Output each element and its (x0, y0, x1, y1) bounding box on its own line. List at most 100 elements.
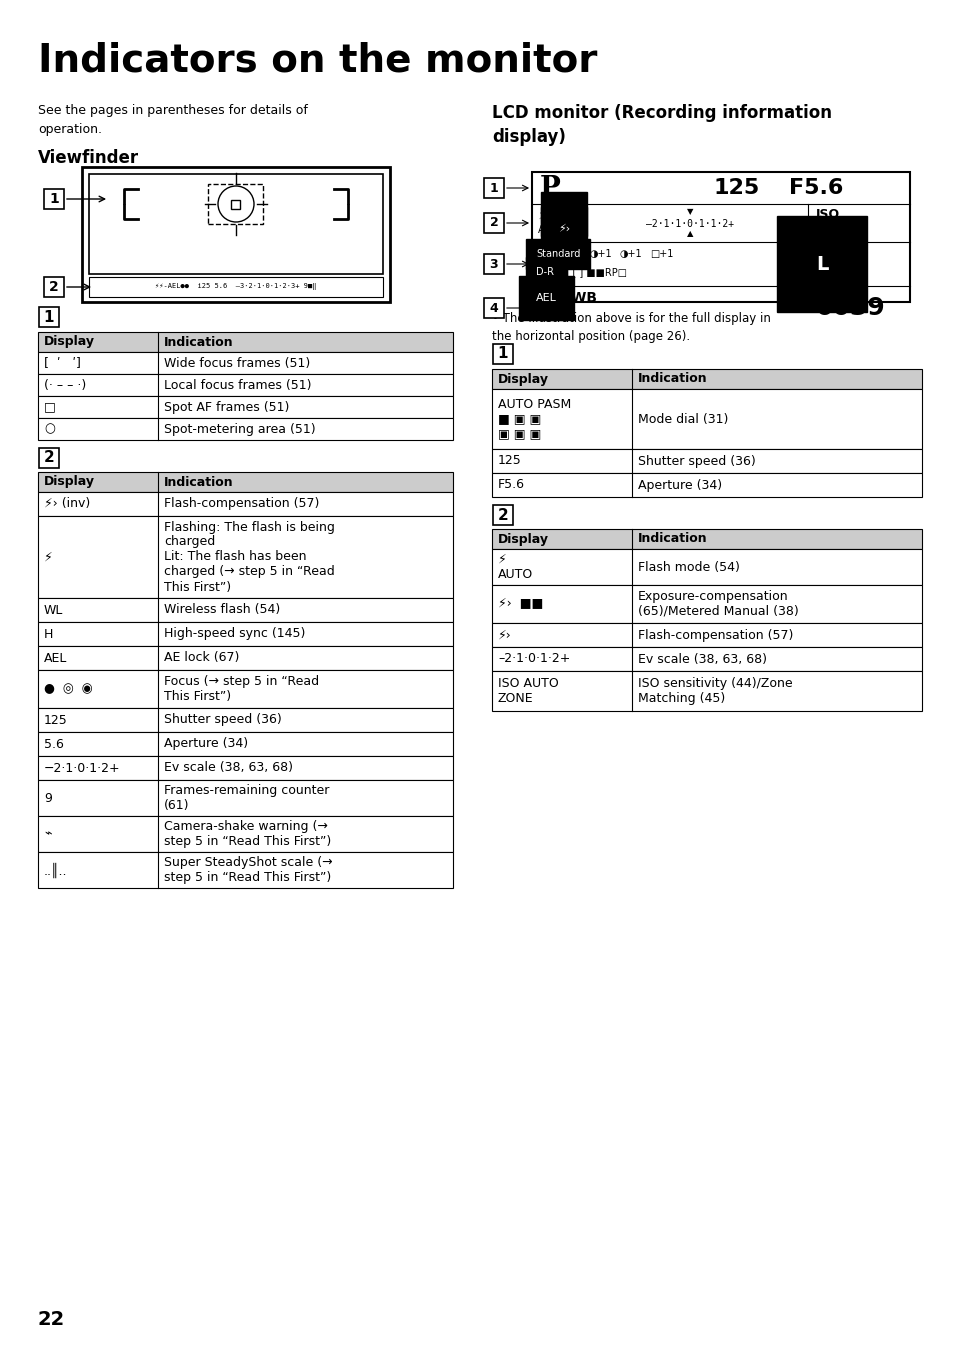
Bar (232, 199, 240, 209)
Text: Flashing: The flash is being
charged
Lit: The flash has been
charged (→ step 5 i: Flashing: The flash is being charged Lit… (164, 521, 335, 593)
Text: Flash-compensation (57): Flash-compensation (57) (164, 498, 319, 510)
Text: ISO AUTO
ZONE: ISO AUTO ZONE (497, 677, 558, 706)
Text: Ev scale (38, 63, 68): Ev scale (38, 63, 68) (164, 761, 293, 775)
Text: Flash-compensation (57): Flash-compensation (57) (638, 628, 793, 642)
Bar (492, 585, 921, 623)
Text: ⚡: ⚡ (44, 551, 52, 563)
Text: 1: 1 (49, 191, 59, 206)
Bar (493, 345, 513, 364)
Text: Η: Η (44, 627, 53, 641)
Text: 2: 2 (489, 217, 497, 229)
Text: 22: 22 (38, 1310, 65, 1329)
Text: 2: 2 (49, 280, 59, 294)
Text: Flash mode (54): Flash mode (54) (638, 560, 740, 574)
Bar (38, 598, 453, 622)
Text: ⚡›: ⚡› (558, 224, 570, 233)
Bar (38, 375, 453, 396)
Text: ⚡›: ⚡› (497, 628, 511, 642)
Text: 1: 1 (497, 346, 508, 361)
Bar (492, 389, 921, 449)
Text: (· – – ·): (· – – ·) (44, 379, 86, 392)
Text: −2·1·0·1·2+: −2·1·0·1·2+ (44, 761, 120, 775)
Text: ▼: ▼ (686, 208, 693, 217)
Text: ▲: ▲ (686, 229, 693, 239)
Text: Viewfinder: Viewfinder (38, 149, 139, 167)
Text: ⚡: ⚡ (537, 206, 548, 221)
Text: ☐▁▁▁: ☐▁▁▁ (536, 311, 567, 322)
Text: Indicators on the monitor: Indicators on the monitor (38, 42, 597, 80)
Bar (492, 647, 921, 670)
Bar (492, 474, 921, 497)
Text: Ev scale (38, 63, 68): Ev scale (38, 63, 68) (638, 653, 766, 665)
Text: ■ [ ] ■■RP□: ■ [ ] ■■RP□ (559, 267, 626, 277)
Text: 125: 125 (497, 455, 521, 468)
Text: Indication: Indication (164, 335, 233, 349)
Text: Super SteadyShot scale (→
step 5 in “Read This First”): Super SteadyShot scale (→ step 5 in “Rea… (164, 856, 333, 883)
Text: Display: Display (497, 532, 548, 546)
Bar (38, 418, 453, 440)
Text: ⚡›: ⚡› (558, 209, 570, 218)
Bar (38, 351, 453, 375)
Bar (38, 493, 453, 516)
Text: ..║..: ..║.. (44, 862, 68, 878)
Text: P: P (539, 175, 560, 201)
Text: 3: 3 (489, 258, 497, 270)
Text: 5.6: 5.6 (44, 737, 64, 750)
Bar (39, 448, 59, 468)
Text: 9: 9 (44, 791, 51, 805)
Text: Spot-metering area (51): Spot-metering area (51) (164, 422, 315, 436)
Bar (38, 622, 453, 646)
Text: AWB: AWB (561, 290, 598, 305)
Bar (492, 550, 921, 585)
Text: 4: 4 (489, 301, 497, 315)
Bar (82, 167, 390, 303)
Text: Indication: Indication (638, 373, 707, 385)
Text: Spot AF frames (51): Spot AF frames (51) (164, 400, 289, 414)
Text: ○: ○ (44, 422, 55, 436)
Text: Focus (→ step 5 in “Read
This First”): Focus (→ step 5 in “Read This First”) (164, 674, 319, 703)
Bar (483, 213, 503, 233)
Text: See the pages in parentheses for details of
operation.: See the pages in parentheses for details… (38, 104, 308, 136)
Text: • The illustration above is for the full display in
the horizontal position (pag: • The illustration above is for the full… (492, 312, 770, 343)
Text: 2: 2 (44, 451, 54, 465)
Text: Mode dial (31): Mode dial (31) (638, 413, 727, 426)
Bar (493, 505, 513, 525)
Text: Frames-remaining counter
(61): Frames-remaining counter (61) (164, 784, 329, 811)
Text: ⚡
AUTO: ⚡ AUTO (497, 554, 533, 581)
Text: AUTO: AUTO (815, 223, 854, 236)
Bar (483, 178, 503, 198)
Text: AUTO: AUTO (537, 225, 565, 235)
Text: ◑+1: ◑+1 (619, 248, 642, 259)
Text: Wireless flash (54): Wireless flash (54) (164, 604, 280, 616)
Text: Standard: Standard (536, 248, 579, 259)
Text: ⌁: ⌁ (44, 828, 51, 840)
Text: Indication: Indication (164, 475, 233, 489)
Text: High-speed sync (145): High-speed sync (145) (164, 627, 305, 641)
Text: Indication: Indication (638, 532, 707, 546)
Bar (38, 396, 453, 418)
Text: AEL: AEL (44, 651, 68, 665)
Text: ◑+1: ◑+1 (589, 248, 612, 259)
Text: Aperture (34): Aperture (34) (164, 737, 248, 750)
Text: 2: 2 (497, 508, 508, 522)
Text: –2·1·0·1·2+: –2·1·0·1·2+ (497, 653, 570, 665)
Bar (44, 189, 64, 209)
Text: D-R: D-R (536, 267, 554, 277)
Text: LCD monitor (Recording information
display): LCD monitor (Recording information displ… (492, 104, 831, 145)
Text: Wide focus frames (51): Wide focus frames (51) (164, 357, 310, 369)
Bar (38, 780, 453, 816)
Bar (532, 172, 909, 303)
Bar (492, 369, 921, 389)
Text: –2·1·1·0·1·1·2+: –2·1·1·0·1·1·2+ (645, 218, 733, 229)
Bar (38, 646, 453, 670)
Bar (38, 731, 453, 756)
Bar (89, 277, 382, 297)
Text: AEL: AEL (536, 293, 557, 303)
Text: 0039: 0039 (815, 296, 884, 320)
Text: ⚡› (inv): ⚡› (inv) (44, 498, 91, 510)
Bar (38, 708, 453, 731)
Text: 125: 125 (44, 714, 68, 726)
Text: Display: Display (497, 373, 548, 385)
Bar (38, 852, 453, 887)
Bar (492, 449, 921, 474)
